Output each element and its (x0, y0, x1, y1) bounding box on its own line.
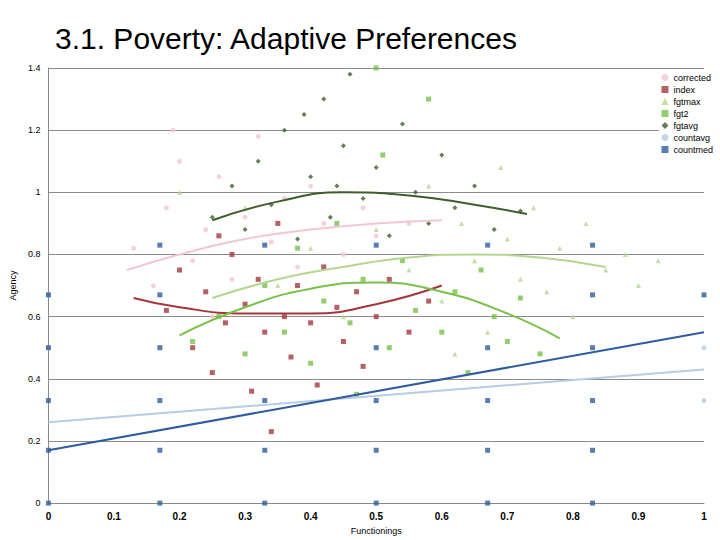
svg-text:0.1: 0.1 (107, 511, 121, 522)
svg-text:0.3: 0.3 (238, 511, 252, 522)
svg-text:countmed: countmed (673, 145, 713, 155)
svg-text:fgt2: fgt2 (673, 109, 688, 119)
svg-text:1: 1 (701, 511, 707, 522)
svg-text:3.1. Poverty: Adaptive Prefere: 3.1. Poverty: Adaptive Preferences (55, 22, 517, 55)
svg-text:0.2: 0.2 (28, 436, 41, 446)
svg-text:0.8: 0.8 (28, 249, 41, 259)
svg-text:Agency: Agency (8, 270, 18, 301)
svg-text:fgtavg: fgtavg (673, 121, 698, 131)
svg-text:fgtmax: fgtmax (673, 97, 701, 107)
svg-text:0.9: 0.9 (631, 511, 645, 522)
svg-text:1: 1 (35, 187, 40, 197)
svg-text:index: index (673, 85, 695, 95)
svg-text:Functionings: Functionings (351, 526, 403, 536)
svg-text:0: 0 (46, 511, 52, 522)
svg-text:1.4: 1.4 (28, 63, 41, 73)
svg-text:0.6: 0.6 (28, 312, 41, 322)
svg-text:1.2: 1.2 (28, 125, 41, 135)
svg-text:countavg: countavg (673, 133, 710, 143)
svg-text:0.4: 0.4 (304, 511, 318, 522)
svg-text:0.5: 0.5 (369, 511, 383, 522)
svg-text:0.6: 0.6 (435, 511, 449, 522)
svg-text:0.4: 0.4 (28, 374, 41, 384)
svg-text:corrected: corrected (673, 73, 711, 83)
svg-text:0.2: 0.2 (173, 511, 187, 522)
svg-text:0: 0 (35, 498, 40, 508)
svg-text:0.8: 0.8 (566, 511, 580, 522)
svg-text:0.7: 0.7 (500, 511, 514, 522)
